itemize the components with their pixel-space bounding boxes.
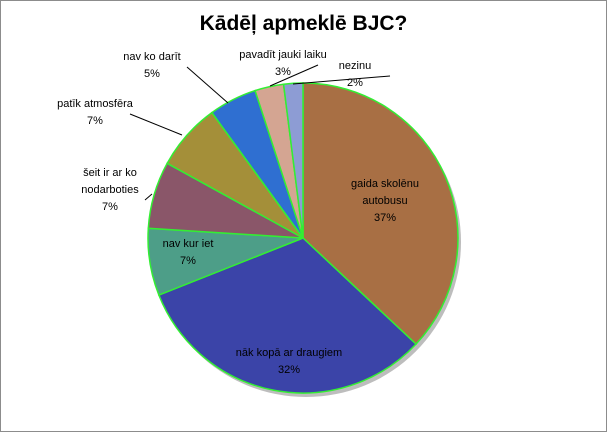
leader-line xyxy=(144,193,153,201)
slice-label: nāk kopā ar draugiem 32% xyxy=(236,347,342,376)
pie-slice xyxy=(302,82,459,346)
chart-title: Kādēļ apmeklē BJC? xyxy=(199,12,408,35)
slice-label: šeit ir ar ko nodarboties 7% xyxy=(81,167,139,213)
leader-line xyxy=(269,64,319,87)
leader-line xyxy=(292,75,391,85)
pie-slice xyxy=(157,237,418,394)
slice-label: nav ko darīt 5% xyxy=(123,51,180,80)
slice-label: pavadīt jauki laiku 3% xyxy=(239,49,326,78)
slice-label: nav kur iet 7% xyxy=(163,238,214,267)
leader-line xyxy=(129,113,183,136)
slice-label: nezinu 2% xyxy=(339,60,371,89)
slice-label: gaida skolēnu autobusu 37% xyxy=(351,178,419,224)
leader-line xyxy=(186,66,229,104)
slice-label: patīk atmosfēra 7% xyxy=(57,98,134,127)
